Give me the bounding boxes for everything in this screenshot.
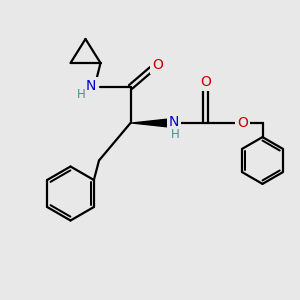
Text: N: N [169, 115, 179, 128]
Text: O: O [201, 75, 212, 89]
Text: O: O [237, 116, 248, 130]
Text: H: H [76, 88, 85, 101]
Text: N: N [86, 79, 96, 92]
Text: O: O [152, 58, 163, 72]
Polygon shape [132, 119, 168, 127]
Text: H: H [171, 128, 180, 141]
